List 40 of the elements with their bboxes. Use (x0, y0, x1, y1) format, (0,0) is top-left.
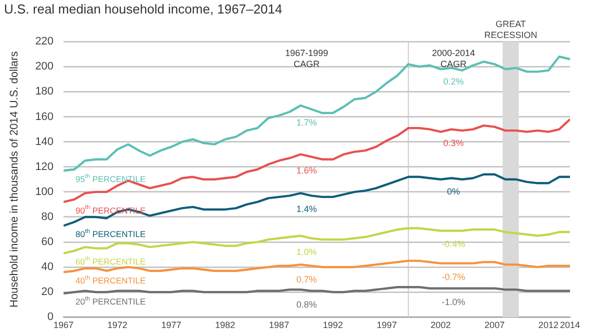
y-tick-label: 120 (35, 160, 54, 173)
x-tick-label: 1967 (54, 320, 74, 330)
y-tick-label: 220 (35, 36, 54, 48)
annotation: -1.0% (442, 296, 466, 307)
x-tick-label: 2014 (560, 320, 580, 330)
y-tick-label: 200 (35, 60, 54, 73)
annotation: 0% (447, 186, 460, 197)
annotation: 1.0% (296, 246, 317, 257)
y-tick-label: 160 (35, 110, 54, 123)
x-tick-label: 1992 (322, 320, 343, 330)
x-tick-label: 2012 (538, 320, 558, 330)
x-tick-label: 1997 (376, 320, 397, 330)
y-tick-label: 20 (41, 286, 54, 298)
y-tick-label: 180 (35, 86, 54, 98)
annotation: 1.6% (296, 165, 317, 176)
x-tick-label: 2007 (484, 320, 505, 330)
annotation: 0.8% (296, 299, 317, 310)
annotation: -0.4% (442, 239, 466, 250)
annotation: 0.3% (443, 138, 464, 148)
annotation: 2000-2014 CAGR (432, 48, 476, 70)
chart-title: U.S. real median household income, 1967–2014 (4, 1, 282, 16)
x-tick-label: 1977 (161, 320, 182, 330)
y-axis-title: Household income in thousands of 2014 U.S. dollars (8, 50, 21, 308)
y-tick-label: 0 (47, 311, 54, 324)
x-tick-label: 1972 (107, 320, 128, 330)
x-tick-label: 1987 (269, 320, 290, 330)
y-tick-label: 80 (41, 211, 54, 224)
y-tick-label: 40 (41, 261, 54, 274)
y-tick-label: 100 (35, 186, 54, 198)
band-label: GREAT RECESSION (484, 19, 538, 40)
y-tick-label: 140 (35, 136, 54, 148)
annotation: 1.4% (296, 204, 317, 214)
y-tick-label: 60 (41, 236, 54, 248)
annotation: 1967-1999 CAGR (285, 48, 328, 70)
x-tick-label: 2002 (430, 320, 451, 330)
x-tick-label: 1982 (215, 320, 236, 330)
annotation: 0.2% (443, 76, 464, 86)
annotation: 1.7% (296, 118, 317, 128)
annotation: 0.7% (296, 274, 317, 284)
annotation: -0.7% (442, 272, 466, 282)
